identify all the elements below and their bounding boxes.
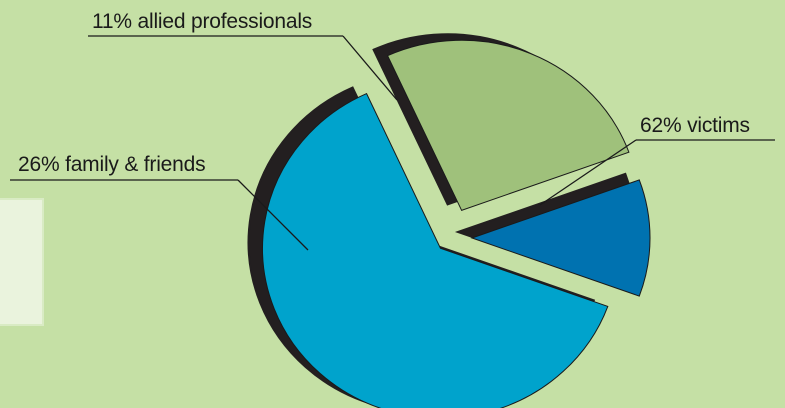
slice-label-victims: 62% victims	[640, 114, 750, 137]
slice-label-allied-professionals: 11% allied professionals	[92, 10, 313, 33]
legend-panel	[0, 198, 44, 326]
pie-slice-allied-professionals	[470, 179, 651, 297]
leader-line-victims	[539, 139, 637, 206]
leader-line-allied-professionals	[342, 35, 398, 101]
slice-label-family-friends: 26% family & friends	[18, 153, 206, 176]
pie-slice-victims	[262, 92, 609, 408]
pie-slice-family-friends	[386, 39, 630, 211]
leader-line-family-friends	[237, 179, 309, 251]
